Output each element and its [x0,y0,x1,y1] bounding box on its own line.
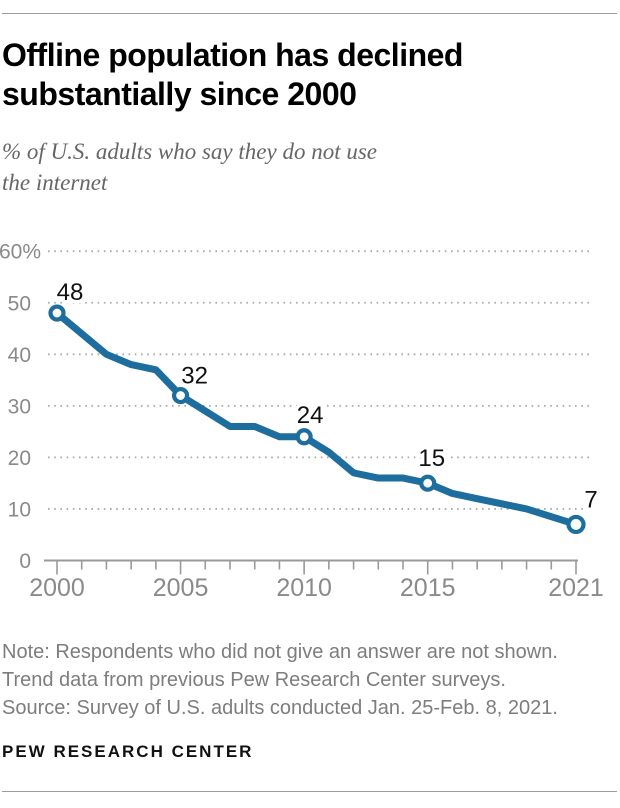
y-axis-tick-label: 20 [8,447,31,470]
data-point-marker-2015 [419,474,437,492]
x-axis-tick-label: 2000 [29,574,85,602]
note-line: Trend data from previous Pew Research Ce… [2,669,506,691]
y-axis-tick-label: 10 [8,498,31,521]
data-point-label-2010: 24 [297,402,324,429]
y-axis-tick-label: 30 [8,395,31,418]
top-divider [2,13,617,14]
source-line: Source: Survey of U.S. adults conducted … [2,697,558,719]
x-axis-tick-label: 2005 [153,574,209,602]
data-point-label-2000: 48 [57,279,84,306]
data-point-marker-2010 [295,428,313,446]
data-point-label-2005: 32 [181,363,208,390]
y-axis-tick-label: 60% [0,241,41,264]
data-point-marker-2000 [48,304,66,322]
note-line: Note: Respondents who did not give an an… [2,641,558,663]
y-axis-tick-label: 50 [8,292,31,315]
y-axis-tick-label: 0 [19,550,31,573]
x-axis-tick-label: 2021 [548,574,604,602]
chart-title: Offline population has declined substant… [2,37,463,112]
bottom-divider [2,791,617,792]
x-axis-tick-label: 2010 [276,574,332,602]
pew-research-center-wordmark: PEW RESEARCH CENTER [2,742,254,761]
data-point-marker-2021 [566,514,586,535]
data-point-marker-2005 [171,386,190,405]
data-point-label-2015: 15 [418,445,445,472]
chart-notes: Note: Respondents who did not give an an… [2,638,618,722]
x-axis-tick-label: 2015 [400,574,456,602]
chart-subtitle: % of U.S. adults who say they do not use… [2,139,377,195]
y-axis-tick-label: 40 [8,344,31,367]
data-point-label-2021: 7 [584,486,597,513]
